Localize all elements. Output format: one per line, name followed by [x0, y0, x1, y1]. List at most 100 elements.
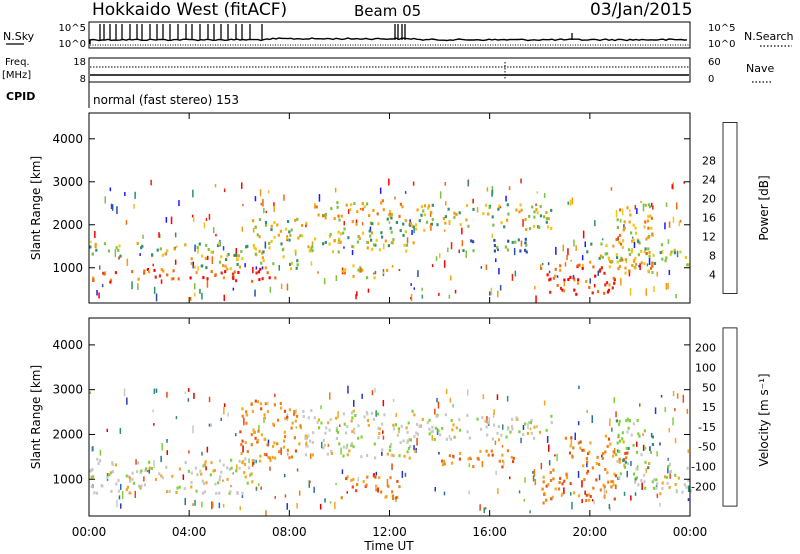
echo-cell: [199, 469, 202, 473]
echo-speckle: [155, 293, 158, 302]
echo-cell: [284, 417, 287, 421]
colorbar-tick-label: 50: [702, 381, 716, 394]
echo-cell: [251, 279, 254, 283]
echo-cell: [549, 277, 552, 281]
echo-speckle: [392, 398, 395, 403]
echo-cell: [547, 217, 550, 221]
echo-cell: [595, 478, 598, 482]
echo-cell: [159, 247, 162, 251]
echo-speckle: [264, 241, 267, 249]
echo-speckle: [577, 471, 580, 478]
echo-speckle: [486, 416, 488, 424]
echo-cell: [635, 467, 638, 471]
echo-speckle: [166, 439, 168, 443]
echo-speckle: [448, 294, 451, 299]
echo-cell: [90, 475, 93, 479]
echo-cell: [634, 266, 637, 270]
echo-cell: [413, 413, 416, 417]
echo-speckle: [543, 193, 546, 198]
echo-speckle: [109, 187, 112, 192]
echo-speckle: [668, 221, 671, 228]
echo-speckle: [377, 487, 379, 493]
echo-cell: [107, 249, 110, 253]
echo-cell: [444, 413, 447, 417]
echo-cell: [128, 476, 132, 480]
echo-cell: [546, 225, 550, 229]
echo-speckle: [494, 440, 497, 445]
echo-cell: [129, 491, 132, 495]
echo-speckle: [263, 208, 265, 214]
echo-cell: [372, 417, 375, 421]
echo-cell: [375, 488, 378, 492]
echo-cell: [412, 225, 415, 229]
echo-speckle: [488, 417, 490, 425]
echo-cell: [230, 458, 233, 462]
echo-speckle: [569, 199, 572, 206]
echo-cell: [342, 454, 345, 458]
echo-cell: [644, 220, 647, 224]
echo-cell: [652, 253, 655, 257]
echo-cell: [546, 273, 549, 277]
echo-cell: [262, 259, 265, 263]
echo-cell: [618, 460, 621, 464]
echo-speckle: [482, 394, 485, 400]
echo-speckle: [518, 490, 521, 494]
echo-cell: [310, 246, 313, 250]
echo-cell: [137, 461, 140, 465]
echo-speckle: [625, 259, 628, 264]
echo-cell: [618, 476, 621, 480]
echo-cell: [675, 490, 678, 494]
echo-speckle: [309, 480, 311, 484]
echo-cell: [235, 279, 238, 283]
echo-cell: [154, 275, 157, 279]
colorbar-tick-label: 16: [702, 212, 716, 225]
echo-cell: [632, 223, 635, 227]
echo-cell: [291, 421, 294, 425]
echo-cell: [628, 269, 631, 273]
echo-cell: [250, 433, 253, 437]
echo-cell: [436, 223, 439, 227]
echo-cell: [193, 265, 196, 269]
echo-cell: [444, 221, 447, 225]
echo-speckle: [636, 441, 638, 447]
echo-speckle: [617, 236, 619, 241]
echo-cell: [246, 450, 249, 453]
echo-cell: [684, 256, 687, 260]
echo-cell: [623, 220, 626, 224]
echo-cell: [549, 290, 552, 294]
echo-cell: [643, 480, 646, 484]
echo-cell: [328, 242, 331, 246]
echo-cell: [91, 252, 94, 256]
echo-cell: [405, 249, 408, 253]
echo-speckle: [295, 409, 297, 414]
echo-cell: [403, 243, 406, 247]
echo-speckle: [562, 244, 564, 252]
power-colorbar-label: Power [dB]: [757, 175, 771, 240]
echo-speckle: [261, 266, 264, 270]
echo-cell: [501, 465, 504, 469]
echo-speckle: [222, 246, 225, 251]
echo-cell: [381, 235, 384, 239]
echo-cell: [596, 455, 599, 459]
echo-speckle: [116, 206, 118, 215]
echo-speckle: [371, 390, 374, 396]
echo-cell: [407, 446, 410, 450]
echo-cell: [369, 234, 372, 238]
echo-cell: [256, 439, 260, 443]
echo-speckle: [611, 427, 613, 432]
x-tick-label: 20:00: [573, 525, 608, 539]
echo-cell: [423, 228, 426, 232]
echo-speckle: [650, 433, 653, 438]
echo-cell: [388, 448, 391, 452]
echo-cell: [90, 469, 93, 472]
echo-cell: [589, 441, 592, 445]
echo-speckle: [260, 202, 262, 206]
echo-cell: [582, 464, 585, 468]
echo-cell: [237, 271, 240, 274]
echo-speckle: [452, 404, 454, 408]
echo-speckle: [472, 198, 474, 204]
echo-cell: [623, 465, 627, 469]
echo-cell: [295, 266, 298, 270]
